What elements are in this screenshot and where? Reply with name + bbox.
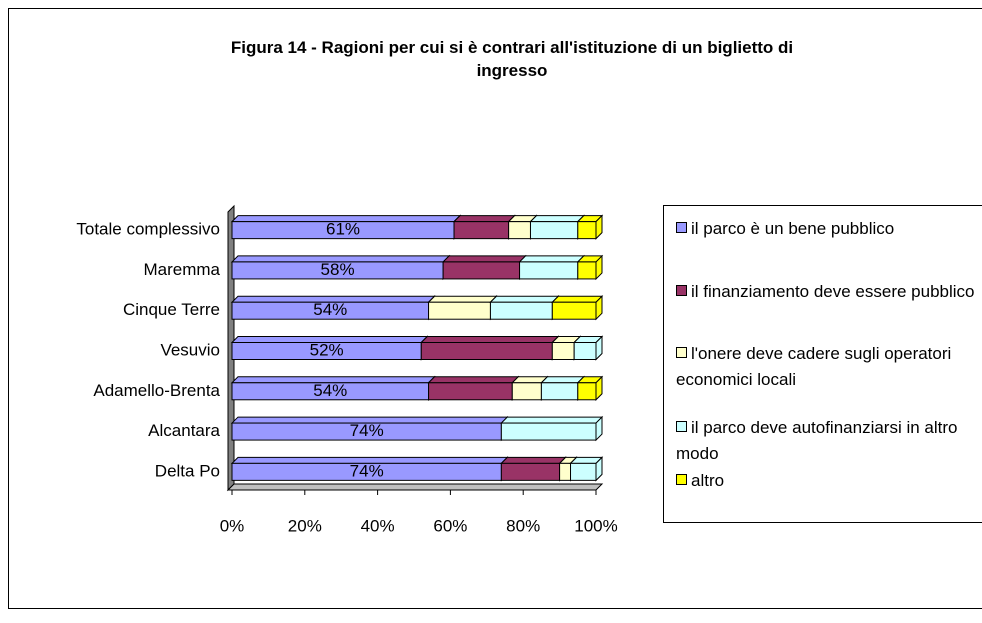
legend-swatch — [676, 347, 687, 358]
bar-front — [540, 382, 579, 401]
legend-swatch — [676, 474, 687, 485]
bar-front — [573, 342, 597, 360]
bar-front — [519, 261, 579, 280]
bar-front — [420, 342, 553, 360]
legend-item: altro — [676, 468, 976, 494]
bar-top — [518, 255, 586, 263]
data-label: 54% — [313, 300, 347, 319]
y-tick-label: Totale complessivo — [76, 220, 220, 239]
legend-item: il parco deve autofinanziarsi in altro m… — [676, 415, 976, 467]
bar-front — [577, 221, 597, 240]
bar-segment — [551, 295, 604, 321]
bar-front — [508, 221, 531, 240]
legend-label: il parco è un bene pubblico — [691, 219, 895, 238]
chart-title: Figura 14 - Ragioni per cui si è contrar… — [230, 38, 794, 80]
bar-segment — [230, 335, 429, 361]
bar-front — [577, 261, 597, 280]
bar-front — [529, 221, 579, 240]
legend-label: l'onere deve cadere sugli operatori econ… — [676, 344, 952, 389]
bar-top — [529, 215, 586, 223]
y-tick-label: Maremma — [143, 260, 220, 279]
data-label: 61% — [326, 220, 360, 239]
bar-top — [441, 255, 527, 263]
data-label: 52% — [310, 340, 344, 359]
bar-front — [442, 261, 521, 280]
x-tick-label: 40% — [361, 516, 395, 535]
y-tick-label: Cinque Terre — [123, 300, 220, 319]
bar-front — [453, 221, 510, 240]
bar-top — [500, 456, 567, 464]
data-label: 58% — [321, 260, 355, 279]
bar-top — [540, 376, 586, 384]
bar-top — [427, 295, 498, 303]
legend-swatch — [676, 285, 687, 296]
bar-front — [559, 462, 572, 481]
chart-frame — [8, 8, 982, 609]
bar-top — [489, 295, 560, 303]
bar-front — [500, 462, 561, 481]
bar-segment — [518, 254, 586, 281]
bar-front — [500, 422, 597, 441]
legend-item: il parco è un bene pubblico — [676, 216, 976, 242]
bar-segment — [576, 254, 604, 281]
legend: il parco è un bene pubblico il finanziame… — [663, 205, 982, 523]
bar-front — [551, 342, 575, 360]
bar-top — [420, 336, 560, 343]
x-tick-label: 100% — [574, 516, 617, 535]
bar-segment — [452, 214, 516, 240]
bar-segment — [230, 415, 509, 442]
data-label: 74% — [350, 461, 384, 480]
bar-front — [570, 462, 597, 481]
legend-item: il finanziamento deve essere pubblico — [676, 279, 976, 305]
y-tick-label: Delta Po — [155, 461, 220, 480]
y-tick-label: Alcantara — [148, 421, 220, 440]
legend-label: il finanziamento deve essere pubblico — [691, 282, 975, 301]
bar-segment — [500, 415, 604, 442]
legend-swatch — [676, 421, 687, 432]
data-label: 54% — [313, 381, 347, 400]
bar-top — [551, 295, 604, 303]
bar-top — [452, 215, 516, 223]
y-tick-label: Vesuvio — [160, 340, 220, 359]
bar-front — [511, 382, 542, 401]
bar-segment — [420, 335, 560, 361]
bar-front — [428, 382, 513, 401]
bar-segment — [576, 214, 604, 240]
legend-item: l'onere deve cadere sugli operatori econ… — [676, 341, 976, 393]
bar-top — [427, 376, 520, 384]
bar-front — [577, 382, 597, 401]
x-tick-label: 0% — [220, 516, 245, 535]
bar-segment — [572, 335, 604, 361]
bar-segment — [576, 375, 604, 401]
bar-top — [500, 416, 604, 424]
bar-segment — [427, 375, 520, 401]
bar-front — [428, 301, 491, 320]
legend-label: il parco deve autofinanziarsi in altro m… — [676, 418, 958, 463]
x-tick-label: 20% — [288, 516, 322, 535]
y-tick-label: Adamello-Brenta — [93, 381, 220, 400]
legend-label: altro — [691, 471, 725, 490]
bar-segment — [441, 254, 527, 281]
floor — [226, 483, 604, 491]
bar-front — [551, 301, 597, 320]
bar-segment — [427, 295, 498, 321]
bar-segment — [489, 295, 560, 321]
bar-segment — [569, 456, 604, 482]
data-label: 74% — [350, 421, 384, 440]
x-tick-label: 80% — [506, 516, 540, 535]
x-tick-label: 60% — [433, 516, 467, 535]
legend-swatch — [676, 222, 687, 233]
bar-segment — [529, 214, 586, 240]
bar-front — [489, 301, 553, 320]
bar-segment — [500, 456, 567, 482]
